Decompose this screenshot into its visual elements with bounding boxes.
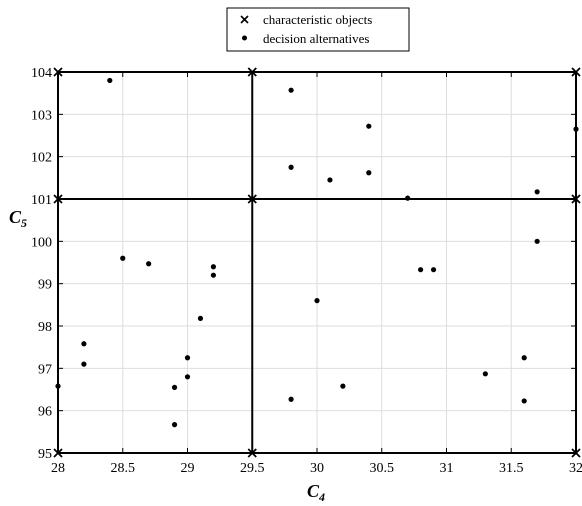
characteristic-object-marker [571, 194, 581, 204]
characteristic-object-marker [53, 67, 63, 77]
x-tick-label: 29.5 [240, 461, 265, 476]
decision-alternative-point [366, 123, 372, 129]
y-tick-label: 98 [38, 320, 52, 335]
data-marks [53, 67, 581, 458]
decision-alternative-point [197, 315, 204, 321]
decision-alternative-point [146, 261, 152, 267]
plot-frame [57, 71, 577, 454]
y-tick-label: 96 [38, 405, 52, 420]
characteristic-object-marker [247, 194, 257, 204]
characteristic-object-marker [53, 448, 63, 458]
decision-alternative-point [288, 87, 294, 93]
y-tick-label: 103 [31, 108, 52, 123]
y-tick-label: 101 [31, 193, 52, 208]
decision-alternative-point [288, 164, 294, 170]
decision-alternative-point [534, 189, 540, 195]
legend: characteristic objects decision alternat… [226, 7, 410, 52]
x-tick-label: 30 [310, 461, 324, 476]
characteristic-object-marker [53, 194, 63, 204]
grid [57, 71, 577, 454]
decision-alternative-point [521, 398, 527, 404]
decision-alternative-point [430, 267, 437, 273]
decision-alternative-point [327, 177, 333, 183]
decision-alternative-point [521, 355, 527, 361]
y-tick-label: 104 [31, 66, 52, 81]
decision-alternative-point [210, 264, 216, 270]
y-tick-label: 95 [38, 447, 52, 462]
decision-alternative-point [184, 355, 191, 361]
y-tick-label: 97 [38, 362, 52, 377]
decision-alternative-point [171, 384, 178, 390]
decision-alternative-point [81, 341, 87, 347]
y-tick-label: 99 [38, 278, 52, 293]
x-tick-label: 29 [181, 461, 195, 476]
characteristic-object-marker [247, 448, 257, 458]
decision-alternative-point [573, 126, 579, 132]
decision-alternative-point [340, 383, 346, 389]
y-axis-label: C5 [9, 207, 27, 230]
x-tick-label: 31 [440, 461, 454, 476]
tick-labels: 28 28.5 29 29.5 30 30.5 31 31.5 32 95 96 97 98 99 100 1… [31, 66, 582, 476]
y-tick-label: 102 [31, 151, 52, 166]
decision-alternative-point [418, 267, 424, 273]
decision-alternative-point [405, 195, 411, 201]
x-tick-label: 30.5 [370, 461, 395, 476]
legend-box [226, 7, 410, 52]
x-tick-label: 28 [51, 461, 65, 476]
legend-marker-dot-icon [242, 35, 247, 41]
decision-alternative-point [482, 371, 488, 377]
legend-label-characteristic-objects: characteristic objects [263, 12, 372, 27]
characteristic-object-marker [571, 448, 581, 458]
characteristic-object-marker [247, 67, 257, 77]
x-tick-label: 32 [569, 461, 582, 476]
characteristic-object-marker [571, 67, 581, 77]
decision-alternative-point [55, 383, 61, 389]
decision-alternative-point [184, 374, 191, 380]
y-tick-label: 100 [31, 235, 52, 250]
x-tick-label: 28.5 [111, 461, 136, 476]
decision-alternative-point [81, 361, 87, 367]
decision-alternative-point [534, 238, 540, 244]
decision-alternative-point [171, 422, 178, 428]
x-axis-label: C4 [307, 481, 325, 504]
x-tick-label: 31.5 [499, 461, 524, 476]
legend-label-decision-alternatives: decision alternatives [263, 31, 370, 46]
decision-alternative-point [107, 77, 113, 84]
decision-alternative-point [288, 396, 294, 402]
legend-marker-x-icon [240, 15, 249, 24]
decision-alternative-point [366, 170, 372, 176]
decision-alternative-point [314, 298, 320, 304]
decision-alternative-point [210, 272, 216, 278]
decision-alternative-point [120, 255, 126, 261]
